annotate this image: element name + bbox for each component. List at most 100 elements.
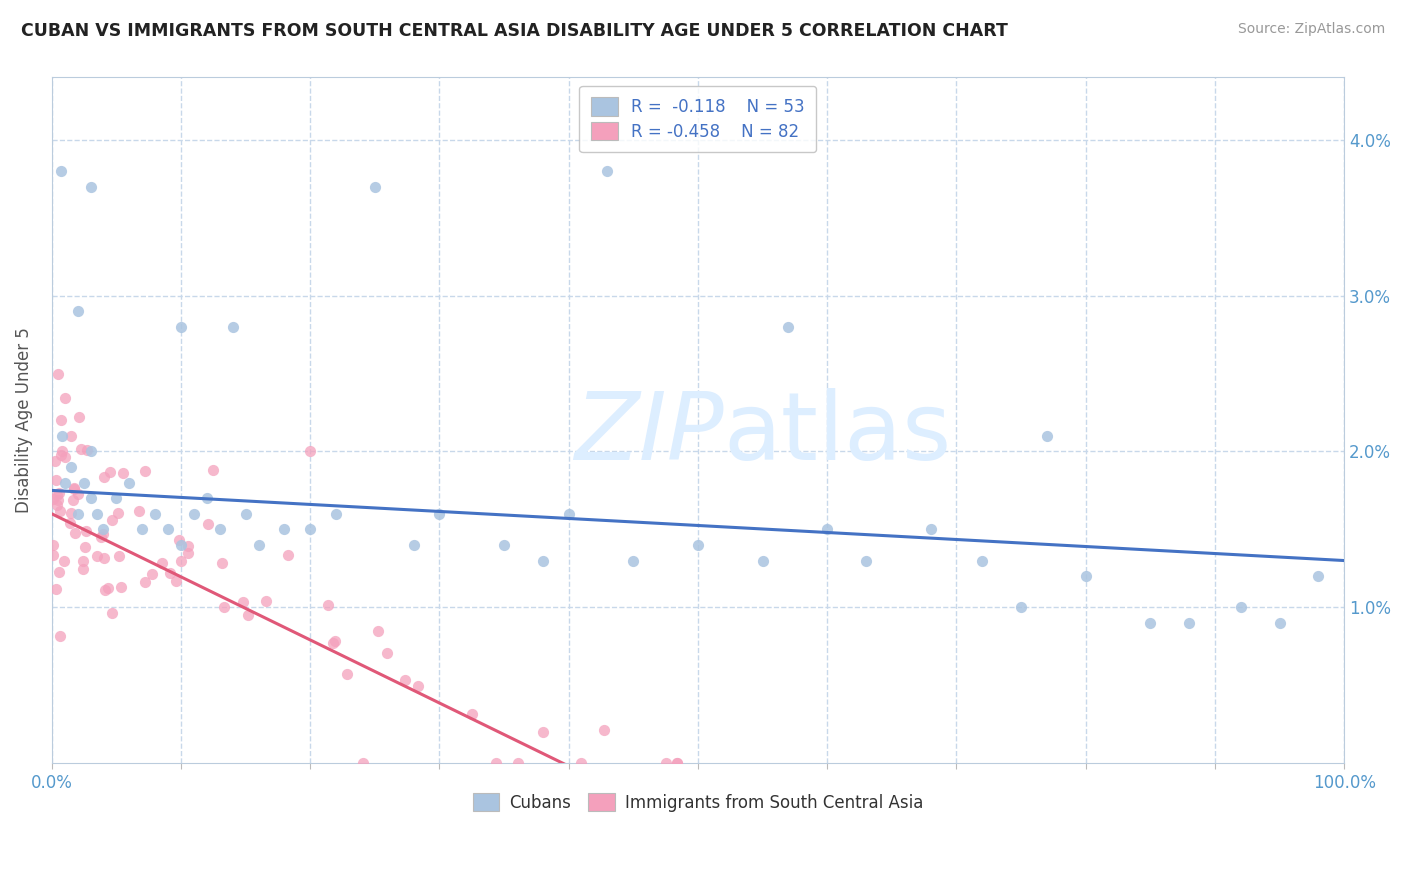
Point (72, 561, 94, 575)
Point (90, 530, 112, 544)
Y-axis label: Disability Age Under 5: Disability Age Under 5 (15, 327, 32, 513)
Point (596, 164, 619, 178)
Point (531, 553, 554, 567)
Point (128, 504, 150, 518)
Point (42, 548, 65, 562)
Point (60, 429, 83, 443)
Point (60, 506, 83, 520)
Point (367, 624, 389, 639)
Point (86, 507, 108, 521)
Text: CUBAN VS IMMIGRANTS FROM SOUTH CENTRAL ASIA DISABILITY AGE UNDER 5 CORRELATION C: CUBAN VS IMMIGRANTS FROM SOUTH CENTRAL A… (21, 22, 1008, 40)
Point (53, 475, 76, 490)
Point (815, 522, 838, 536)
Point (751, 553, 773, 567)
Point (375, 646, 398, 660)
Point (221, 319, 243, 334)
Point (55, 391, 77, 405)
Point (98, 465, 121, 479)
Point (157, 522, 180, 536)
Point (569, 756, 592, 771)
Point (212, 600, 235, 615)
Point (51, 413, 73, 427)
Point (232, 595, 254, 609)
Point (108, 549, 131, 563)
Point (235, 507, 257, 521)
Point (70, 442, 93, 456)
Point (134, 575, 156, 590)
Point (165, 574, 187, 588)
Point (53, 554, 76, 568)
Point (183, 507, 205, 521)
Point (394, 673, 416, 687)
Point (46, 498, 69, 512)
Point (46, 493, 69, 508)
Point (79, 444, 101, 458)
Point (45, 473, 67, 487)
Point (53, 450, 76, 465)
Point (197, 516, 219, 531)
Point (159, 566, 181, 581)
Text: atlas: atlas (724, 388, 952, 480)
Point (48, 629, 70, 643)
Point (1268, 615, 1291, 630)
Point (686, 538, 709, 552)
Point (170, 319, 193, 334)
Point (208, 522, 231, 536)
Point (111, 467, 134, 481)
Point (48, 504, 70, 518)
Point (247, 538, 270, 552)
Point (323, 633, 346, 648)
Point (51, 429, 73, 443)
Point (101, 606, 124, 620)
Point (1010, 600, 1032, 615)
Point (73, 475, 96, 490)
Point (195, 491, 218, 506)
Point (299, 444, 322, 458)
Point (1036, 429, 1059, 443)
Point (277, 548, 299, 562)
Point (49, 448, 72, 462)
Point (177, 546, 200, 560)
Point (63, 481, 86, 495)
Point (107, 506, 129, 520)
Point (69, 410, 91, 425)
Point (66, 487, 89, 501)
Point (79, 179, 101, 194)
Point (406, 679, 429, 693)
Point (45, 488, 67, 502)
Point (461, 706, 484, 721)
Point (66, 507, 89, 521)
Point (105, 491, 128, 506)
Point (93, 551, 115, 566)
Point (1074, 569, 1097, 583)
Point (65, 526, 87, 541)
Point (51, 444, 73, 458)
Point (75, 524, 97, 538)
Text: ZIP: ZIP (574, 389, 724, 480)
Point (316, 599, 339, 613)
Point (141, 567, 163, 582)
Point (364, 179, 387, 194)
Point (60, 460, 83, 475)
Point (325, 507, 347, 521)
Point (93, 583, 115, 598)
Point (73, 541, 96, 555)
Point (1178, 615, 1201, 630)
Point (167, 533, 190, 547)
Point (778, 319, 800, 334)
Point (1308, 569, 1330, 583)
Point (93, 522, 115, 536)
Point (169, 554, 191, 568)
Point (62, 492, 84, 507)
Point (48, 485, 70, 500)
Point (429, 507, 451, 521)
Point (143, 507, 166, 521)
Point (201, 462, 224, 476)
Point (86, 549, 108, 564)
Point (72, 554, 94, 568)
Point (91, 527, 114, 541)
Point (45, 582, 67, 597)
Point (118, 475, 141, 490)
Point (335, 667, 357, 681)
Legend: Cubans, Immigrants from South Central Asia: Cubans, Immigrants from South Central As… (461, 781, 935, 823)
